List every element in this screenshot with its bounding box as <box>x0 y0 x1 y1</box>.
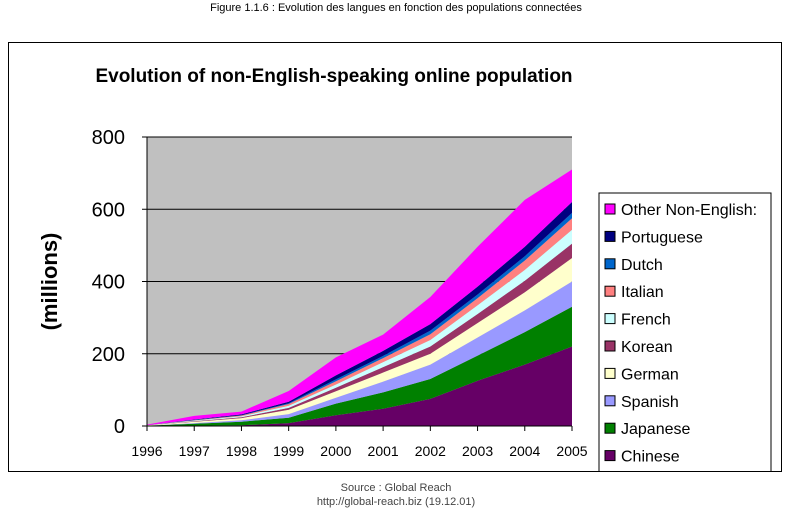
y-tick-label: 800 <box>92 127 125 149</box>
x-tick-label: 1996 <box>131 443 162 459</box>
x-tick-label: 2003 <box>462 443 493 459</box>
y-tick-label: 400 <box>92 272 125 294</box>
legend-entry: Italian <box>621 284 664 301</box>
legend-entry: French <box>621 312 671 329</box>
legend-swatch <box>604 313 616 325</box>
legend-swatch <box>604 230 616 242</box>
legend-swatch <box>604 203 616 215</box>
legend: Other Non-English: Portuguese Dutch Italian… <box>598 192 772 471</box>
area-series-chinese <box>147 346 572 426</box>
legend-swatch <box>604 395 616 407</box>
chart-svg: Evolution of non-English-speaking online… <box>37 66 772 471</box>
legend-swatch <box>604 258 616 270</box>
legend-entry: Spanish <box>621 394 679 411</box>
legend-swatch <box>604 422 616 434</box>
legend-swatch <box>604 340 616 352</box>
legend-entry: German <box>621 366 679 383</box>
y-tick-label: 0 <box>114 416 125 438</box>
chart-title: Evolution of non-English-speaking online… <box>95 66 572 87</box>
legend-swatch <box>604 367 616 379</box>
legend-entry: Other Non-English: <box>621 202 757 219</box>
x-tick-label: 2005 <box>556 443 587 459</box>
legend-box <box>598 192 772 471</box>
source-url: http://global-reach.biz (19.12.01) <box>316 496 476 508</box>
legend-entry: Dutch <box>621 257 663 274</box>
y-tick-label: 600 <box>92 199 125 221</box>
chart-frame: Evolution of non-English-speaking online… <box>8 42 782 472</box>
source-note: Source : Global Reach http://global-reac… <box>0 481 792 509</box>
area-series-group <box>147 169 572 426</box>
legend-entry: Japanese <box>621 421 690 438</box>
area-series-japanese <box>147 306 572 426</box>
legend-entry: Portuguese <box>621 229 703 246</box>
x-tick-label: 1998 <box>226 443 257 459</box>
legend-entry: Chinese <box>621 449 680 466</box>
y-axis-label: (millions) <box>37 233 62 331</box>
x-tick-label: 2000 <box>320 443 351 459</box>
y-tick-label: 200 <box>92 344 125 366</box>
figure-caption: Figure 1.1.6 : Evolution des langues en … <box>210 2 582 14</box>
legend-swatch <box>604 285 616 297</box>
x-tick-label: 1999 <box>273 443 304 459</box>
y-tick-labels: 0 200 400 600 800 <box>92 127 147 438</box>
x-tick-label: 1997 <box>179 443 210 459</box>
area-series-spanish <box>147 281 572 426</box>
x-tick-label: 2002 <box>415 443 446 459</box>
legend-entry: Korean <box>621 339 673 356</box>
x-tick-label: 2004 <box>509 443 540 459</box>
x-tick-labels: 1996 1997 1998 1999 2000 2001 2002 2003 2004 2005 <box>131 426 588 459</box>
x-tick-label: 2001 <box>368 443 399 459</box>
legend-swatch <box>604 450 616 462</box>
source-line: Source : Global Reach <box>340 482 452 494</box>
